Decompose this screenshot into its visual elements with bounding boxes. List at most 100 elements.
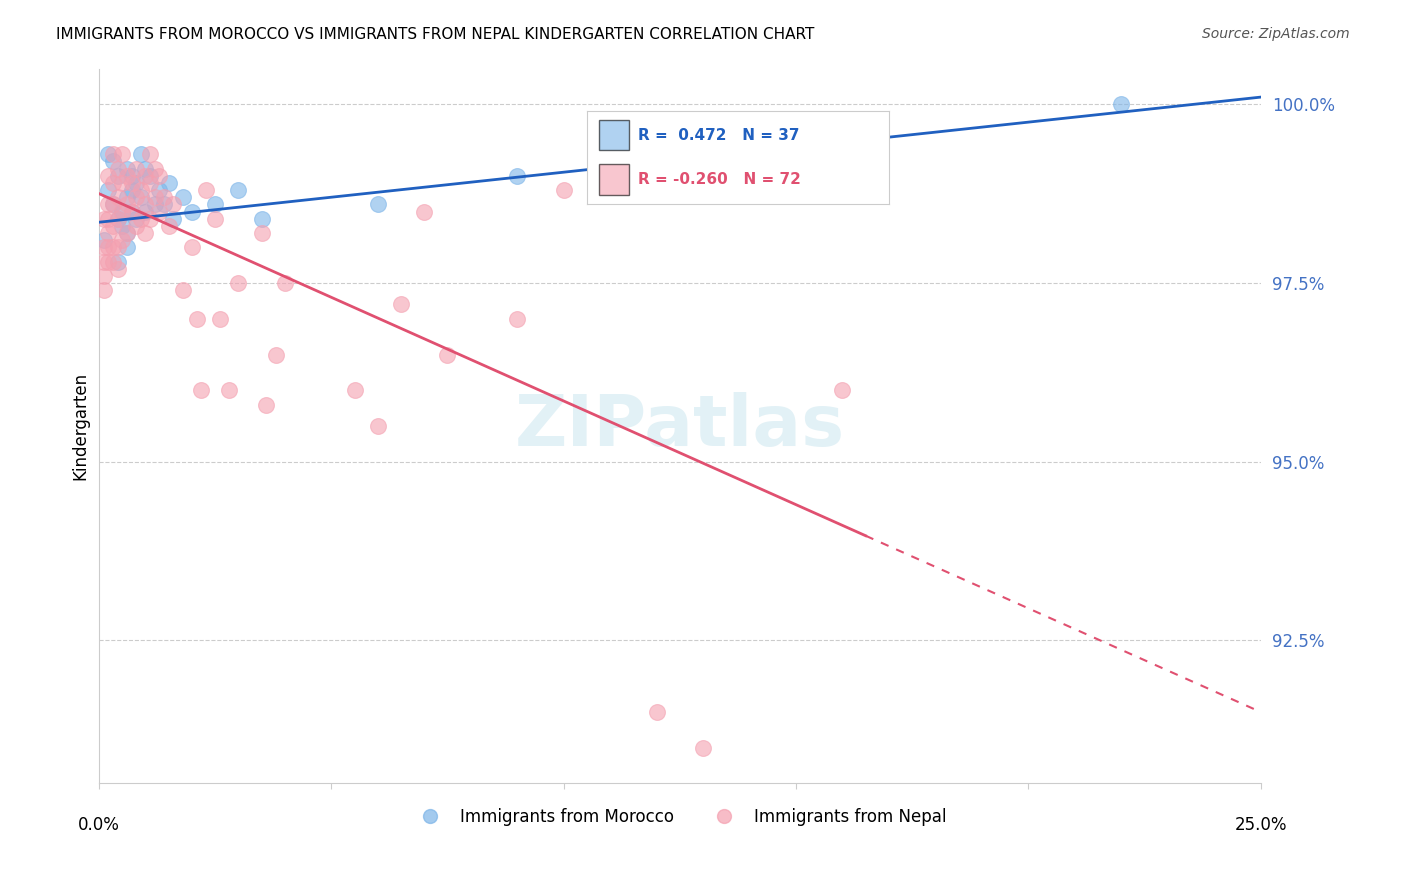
Point [436,347,458,361]
Point [101,197,124,211]
Point [153,197,176,211]
Text: 0.0%: 0.0% [79,815,120,834]
Point [143,197,166,211]
Point [93,268,115,283]
Point [111,204,134,219]
Point [139,147,162,161]
Point [107,211,129,226]
Point [125,219,148,233]
Text: ZIPatlas: ZIPatlas [515,392,845,460]
Point [115,226,138,240]
Point [101,197,124,211]
Point [121,183,143,197]
Point [115,169,138,183]
Point [111,204,134,219]
Point [367,197,389,211]
Point [101,176,124,190]
Point [97,226,120,240]
Point [134,226,156,240]
Point [107,211,129,226]
Point [101,240,124,254]
Point [134,161,156,176]
Point [97,240,120,254]
Point [107,161,129,176]
Point [125,190,148,204]
Point [107,261,129,276]
Point [111,219,134,233]
Point [343,384,366,398]
Point [97,147,120,161]
Point [228,276,250,290]
Point [413,204,436,219]
Point [264,347,287,361]
Point [111,147,134,161]
Point [125,161,148,176]
Point [107,190,129,204]
Point [157,219,180,233]
Point [181,204,204,219]
Point [111,176,134,190]
Point [121,176,143,190]
Point [101,147,124,161]
Point [134,204,156,219]
Point [97,211,120,226]
Point [121,204,143,219]
Point [367,419,389,434]
Point [107,240,129,254]
Point [208,311,231,326]
Point [93,254,115,268]
Point [831,384,853,398]
Legend: Immigrants from Morocco, Immigrants from Nepal: Immigrants from Morocco, Immigrants from… [406,801,953,832]
Point [139,169,162,183]
Point [93,283,115,297]
Point [250,211,273,226]
Point [115,226,138,240]
Point [97,169,120,183]
Point [125,211,148,226]
Point [129,211,152,226]
Point [148,204,170,219]
Point [172,190,194,204]
Point [228,183,250,197]
Point [274,276,297,290]
Point [111,233,134,247]
Point [115,197,138,211]
Point [148,169,170,183]
Point [148,183,170,197]
Y-axis label: Kindergarten: Kindergarten [72,372,89,480]
Point [139,211,162,226]
Point [204,211,226,226]
Point [97,254,120,268]
Point [162,211,184,226]
Point [93,240,115,254]
Point [218,384,240,398]
Point [121,204,143,219]
Point [115,190,138,204]
Point [97,197,120,211]
Point [181,240,204,254]
Point [134,169,156,183]
Point [250,226,273,240]
Point [153,190,176,204]
Point [143,161,166,176]
Point [190,384,212,398]
Point [97,183,120,197]
Point [506,311,529,326]
Point [129,147,152,161]
Point [645,705,668,719]
Point [101,254,124,268]
Point [157,176,180,190]
Point [107,254,129,268]
Point [107,169,129,183]
Point [101,154,124,169]
Text: IMMIGRANTS FROM MOROCCO VS IMMIGRANTS FROM NEPAL KINDERGARTEN CORRELATION CHART: IMMIGRANTS FROM MOROCCO VS IMMIGRANTS FR… [56,27,814,42]
Point [692,740,714,755]
Point [506,169,529,183]
Point [101,219,124,233]
Point [134,197,156,211]
Point [139,176,162,190]
Point [143,190,166,204]
Point [186,311,208,326]
Point [121,169,143,183]
Text: Source: ZipAtlas.com: Source: ZipAtlas.com [1202,27,1350,41]
